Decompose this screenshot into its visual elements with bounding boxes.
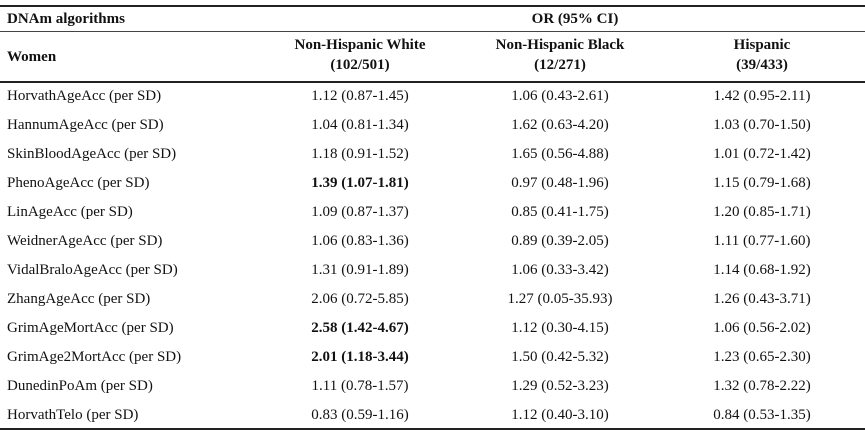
algorithm-name: DunedinPoAm (per SD) (7, 378, 153, 394)
algorithm-name: ZhangAgeAcc (per SD) (7, 291, 151, 307)
algorithm-name: VidalBraloAgeAcc (per SD) (7, 262, 178, 278)
or-value-cell: 0.97 (0.48-1.96) (511, 175, 609, 191)
table-row: VidalBraloAgeAcc (per SD) 1.31 (0.91-1.89… (0, 256, 865, 285)
or-value-cell: 1.15 (0.79-1.68) (713, 175, 811, 191)
algorithm-name: LinAgeAcc (per SD) (7, 204, 133, 220)
col-header-n: (102/501) (330, 57, 390, 73)
or-value-cell: 1.06 (0.56-2.02) (713, 320, 811, 336)
dnam-algorithms-header: DNAm algorithms (7, 11, 125, 27)
col-header-n: (12/271) (534, 57, 586, 73)
or-value-cell: 1.32 (0.78-2.22) (713, 378, 811, 394)
or-value-cell: 1.27 (0.05-35.93) (507, 291, 613, 307)
algorithm-name: PhenoAgeAcc (per SD) (7, 175, 150, 191)
or-value-cell: 1.50 (0.42-5.32) (511, 349, 609, 365)
or-value-cell: 1.03 (0.70-1.50) (713, 117, 811, 133)
algorithm-name: GrimAge2MortAcc (per SD) (7, 349, 182, 365)
table-row: LinAgeAcc (per SD) 1.09 (0.87-1.37) 0.85 (… (0, 198, 865, 227)
or-value-cell: 1.39 (1.07-1.81) (311, 175, 409, 191)
or-value-cell: 1.20 (0.85-1.71) (713, 204, 811, 220)
or-value-cell: 1.09 (0.87-1.37) (311, 204, 409, 220)
or-value-cell: 1.12 (0.87-1.45) (311, 88, 409, 104)
or-value-cell: 1.26 (0.43-3.71) (713, 291, 811, 307)
algorithm-name: SkinBloodAgeAcc (per SD) (7, 146, 177, 162)
col-header-nh-black: Non-Hispanic Black (12/271) (462, 35, 658, 79)
algorithm-name: WeidnerAgeAcc (per SD) (7, 233, 163, 249)
table-body: HorvathAgeAcc (per SD) 1.12 (0.87-1.45) 1.… (0, 82, 865, 430)
table-row: WeidnerAgeAcc (per SD) 1.06 (0.83-1.36) 0.… (0, 227, 865, 256)
or-value-cell: 1.14 (0.68-1.92) (713, 262, 811, 278)
or-value-cell: 1.06 (0.43-2.61) (511, 88, 609, 104)
or-value-cell: 2.58 (1.42-4.67) (311, 320, 409, 336)
col-header-hispanic: Hispanic (39/433) (664, 35, 860, 79)
table-row: PhenoAgeAcc (per SD) 1.39 (1.07-1.81) 0.97… (0, 169, 865, 198)
bottom-rule (0, 428, 865, 430)
table-row: GrimAge2MortAcc (per SD) 2.01 (1.18-3.44)… (0, 343, 865, 372)
or-value-cell: 2.06 (0.72-5.85) (311, 291, 409, 307)
or-value-cell: 1.01 (0.72-1.42) (713, 146, 811, 162)
or-value-cell: 0.84 (0.53-1.35) (713, 407, 811, 423)
algorithm-name: HorvathTelo (per SD) (7, 407, 139, 423)
header-bottom-rule (0, 81, 865, 83)
col-header-nh-white: Non-Hispanic White (102/501) (262, 35, 458, 79)
or-value-cell: 1.11 (0.78-1.57) (311, 378, 409, 394)
or-value-cell: 1.62 (0.63-4.20) (511, 117, 609, 133)
or-value-cell: 1.42 (0.95-2.11) (713, 88, 811, 104)
table-row: ZhangAgeAcc (per SD) 2.06 (0.72-5.85) 1.27… (0, 285, 865, 314)
women-label: Women (7, 49, 57, 65)
table-row: HorvathAgeAcc (per SD) 1.12 (0.87-1.45) 1.… (0, 82, 865, 111)
or-value-cell: 1.04 (0.81-1.34) (311, 117, 409, 133)
or-value-cell: 2.01 (1.18-3.44) (311, 349, 409, 365)
or-value-cell: 0.89 (0.39-2.05) (511, 233, 609, 249)
col-header-n: (39/433) (736, 57, 788, 73)
col-header-name: Hispanic (733, 37, 791, 53)
col-header-name: Non-Hispanic Black (495, 37, 625, 53)
table-row: DunedinPoAm (per SD) 1.11 (0.78-1.57) 1.29… (0, 372, 865, 401)
or-value-cell: 1.12 (0.40-3.10) (511, 407, 609, 423)
col-header-name: Non-Hispanic White (294, 37, 426, 53)
or-value-cell: 0.83 (0.59-1.16) (311, 407, 409, 423)
or-value-cell: 1.06 (0.33-3.42) (511, 262, 609, 278)
algorithm-name: HannumAgeAcc (per SD) (7, 117, 164, 133)
algorithm-name: GrimAgeMortAcc (per SD) (7, 320, 174, 336)
or-value-cell: 0.85 (0.41-1.75) (511, 204, 609, 220)
or-value-cell: 1.23 (0.65-2.30) (713, 349, 811, 365)
header-divider (0, 31, 865, 32)
or-value-cell: 1.29 (0.52-3.23) (511, 378, 609, 394)
or-value-cell: 1.06 (0.83-1.36) (311, 233, 409, 249)
table-row: SkinBloodAgeAcc (per SD) 1.18 (0.91-1.52)… (0, 140, 865, 169)
or-value-cell: 1.18 (0.91-1.52) (311, 146, 409, 162)
top-rule (0, 5, 865, 7)
or-value-cell: 1.11 (0.77-1.60) (713, 233, 811, 249)
or-value-cell: 1.31 (0.91-1.89) (311, 262, 409, 278)
algorithm-name: HorvathAgeAcc (per SD) (7, 88, 162, 104)
table-row: HannumAgeAcc (per SD) 1.04 (0.81-1.34) 1.6… (0, 111, 865, 140)
or-value-cell: 1.12 (0.30-4.15) (511, 320, 609, 336)
table-row: HorvathTelo (per SD) 0.83 (0.59-1.16) 1.12… (0, 401, 865, 430)
or-ci-header: OR (95% CI) (531, 11, 619, 27)
table-row: GrimAgeMortAcc (per SD) 2.58 (1.42-4.67) 1… (0, 314, 865, 343)
or-value-cell: 1.65 (0.56-4.88) (511, 146, 609, 162)
